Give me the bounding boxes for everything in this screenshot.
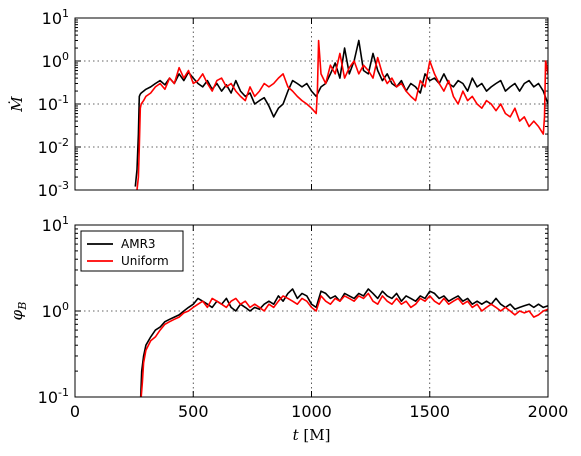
plot-frame bbox=[74, 17, 549, 191]
y-axis-label: φB bbox=[8, 302, 29, 321]
x-tick-label: 1000 bbox=[291, 402, 332, 421]
x-tick-label: 500 bbox=[178, 402, 209, 421]
y-tick-label: 10-1 bbox=[38, 93, 69, 114]
plot-frame bbox=[74, 224, 549, 398]
legend-label: AMR3 bbox=[121, 237, 156, 251]
y-axis-label: Ṁ bbox=[8, 96, 26, 113]
x-axis-label: t [M] bbox=[293, 426, 331, 444]
x-tick-label: 1500 bbox=[409, 402, 450, 421]
series-line-uniform bbox=[140, 292, 548, 397]
y-tick-label: 101 bbox=[42, 7, 69, 28]
y-tick-label: 10-2 bbox=[38, 136, 69, 157]
legend: AMR3 Uniform bbox=[80, 230, 184, 272]
y-tick-label: 10-3 bbox=[38, 179, 69, 200]
y-tick-label: 101 bbox=[42, 214, 69, 235]
y-tick-label: 100 bbox=[42, 300, 69, 321]
x-tick-label: 2000 bbox=[528, 402, 569, 421]
panel-top: 10-3 10-2 10-1 100 101 Ṁ bbox=[8, 7, 549, 200]
series-line-red bbox=[136, 39, 548, 190]
legend-label: Uniform bbox=[121, 254, 169, 268]
legend-box bbox=[80, 230, 184, 272]
y-tick-label: 10-1 bbox=[38, 386, 69, 407]
y-tick-label: 100 bbox=[42, 50, 69, 71]
x-tick-label: 0 bbox=[70, 402, 80, 421]
series-line-amr3 bbox=[139, 288, 548, 397]
panel-bottom: 10-1 100 101 0 500 1000 1500 2000 φB t [M] AMR3 Uni… bbox=[8, 214, 568, 444]
series-line-black bbox=[134, 39, 548, 187]
